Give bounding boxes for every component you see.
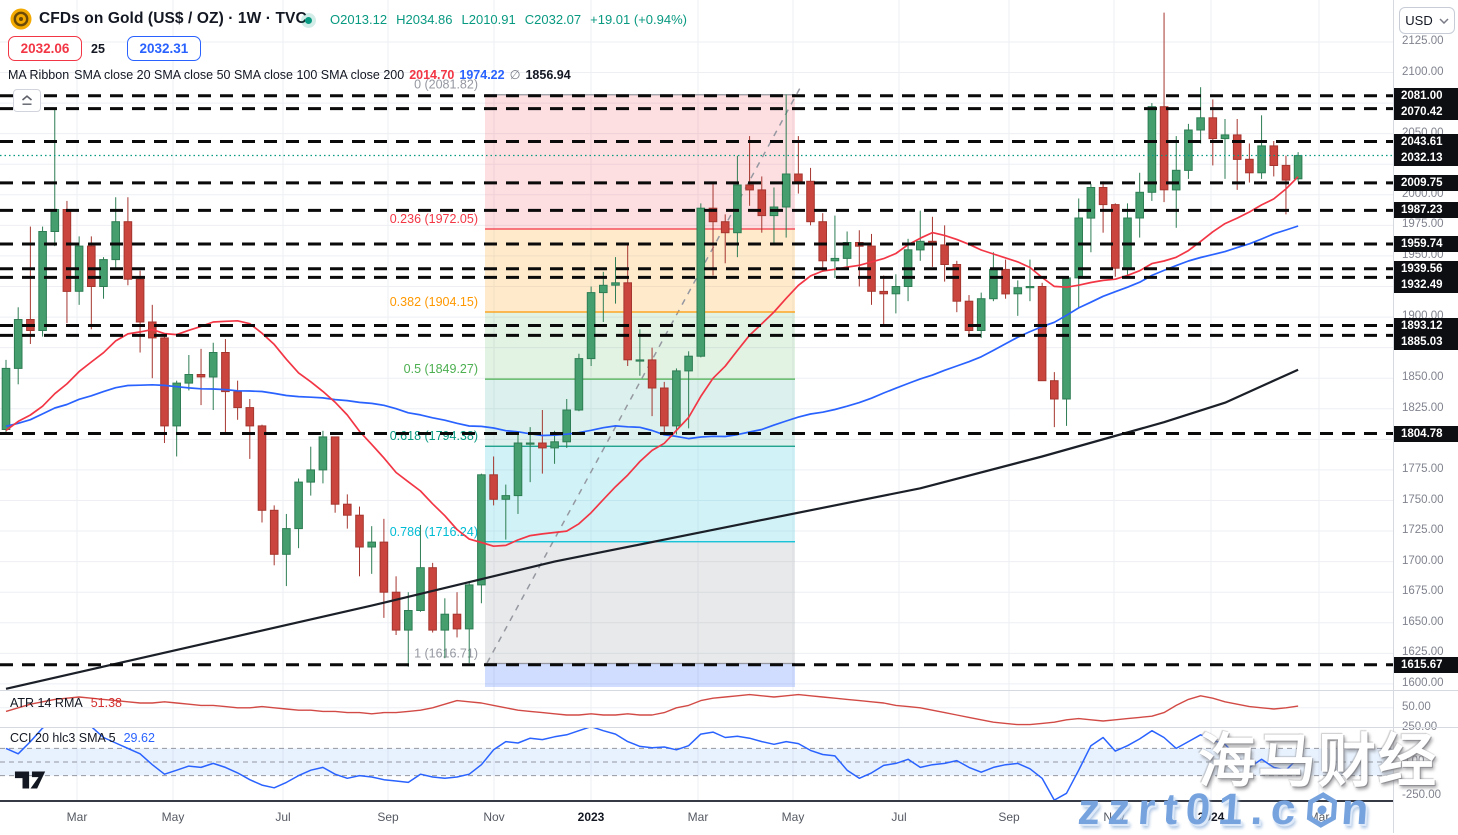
time-axis[interactable]: Mar May Jul Sep Nov 2023 Mar May Jul Sep Nov 2024 Ma… bbox=[0, 800, 1458, 833]
pane-separator-atr[interactable] bbox=[0, 690, 1458, 691]
ma-ribbon-sma200-value: 1856.94 bbox=[525, 68, 571, 82]
price-tick: 1700.00 bbox=[1402, 554, 1444, 567]
time-axis-label[interactable]: Sep bbox=[998, 810, 1020, 824]
time-axis-label[interactable]: 2024 bbox=[1197, 810, 1225, 824]
time-axis-label[interactable]: May bbox=[161, 810, 185, 824]
price-tick: 1650.00 bbox=[1402, 615, 1444, 628]
ohlc-readout: O2013.12 H2034.86 L2010.91 C2032.07 +19.… bbox=[330, 12, 687, 27]
atr-legend[interactable]: ATR 14 RMA 51.38 bbox=[10, 696, 122, 710]
price-level-badge: 1939.56 bbox=[1394, 260, 1458, 277]
cci-legend[interactable]: CCI 20 hlc3 SMA 5 29.62 bbox=[10, 731, 155, 745]
currency-label: USD bbox=[1405, 13, 1433, 28]
price-tick: 1675.00 bbox=[1402, 585, 1444, 598]
price-tick: 2100.00 bbox=[1402, 65, 1444, 78]
time-axis-label[interactable]: Jul bbox=[275, 810, 291, 824]
price-tick: 1825.00 bbox=[1402, 401, 1444, 414]
ma-ribbon-sma20-value: 2014.70 bbox=[409, 68, 455, 82]
ma-ribbon-empty-value: ∅ bbox=[509, 68, 521, 82]
fib-level-label: 0.5 (1849.27) bbox=[404, 362, 478, 376]
price-level-badge: 1987.23 bbox=[1394, 202, 1458, 219]
time-axis-label[interactable]: Mar bbox=[687, 810, 709, 824]
price-scale[interactable]: USD 2125.002100.002075.002050.002025.002… bbox=[1393, 0, 1458, 833]
time-axis-label[interactable]: Mar bbox=[1308, 810, 1330, 824]
ma-ribbon-sma50-value: 1974.22 bbox=[459, 68, 505, 82]
time-axis-label[interactable]: May bbox=[781, 810, 805, 824]
fib-level-label: 1 (1616.71) bbox=[414, 647, 478, 661]
ohlc-close: C2032.07 bbox=[524, 12, 582, 27]
price-tick: 1850.00 bbox=[1402, 371, 1444, 384]
atr-label: ATR 14 RMA bbox=[10, 696, 83, 710]
time-axis-label[interactable]: Nov bbox=[1103, 810, 1125, 824]
price-level-badge: 2043.61 bbox=[1394, 133, 1458, 150]
price-tick: 1975.00 bbox=[1402, 218, 1444, 231]
price-tick: 2125.00 bbox=[1402, 34, 1444, 47]
fib-level-label: 0.236 (1972.05) bbox=[390, 212, 478, 226]
fib-level-label: 0.618 (1794.38) bbox=[390, 429, 478, 443]
gold-coin-icon bbox=[10, 8, 32, 30]
price-tick: 1775.00 bbox=[1402, 462, 1444, 475]
time-axis-label[interactable]: Mar bbox=[66, 810, 88, 824]
chart-canvas[interactable]: 0 (2081.82) 0.236 (1972.05) 0.382 (1904.15… bbox=[0, 0, 1393, 800]
currency-selector[interactable]: USD bbox=[1399, 7, 1455, 34]
time-axis-label[interactable]: Jul bbox=[891, 810, 907, 824]
fib-level-label: 0.786 (1716.24) bbox=[390, 525, 478, 539]
ma-ribbon-name: MA Ribbon bbox=[8, 68, 70, 82]
pane-separator-cci[interactable] bbox=[0, 727, 1458, 728]
ohlc-high: H2034.86 bbox=[396, 12, 453, 27]
price-level-badge: 1932.49 bbox=[1394, 276, 1458, 293]
buy-button[interactable]: 2032.31 bbox=[126, 36, 201, 61]
time-axis-label[interactable]: 2023 bbox=[577, 810, 605, 824]
ma-ribbon-params: SMA close 20 SMA close 50 SMA close 100 … bbox=[74, 68, 405, 82]
time-axis-label[interactable]: Sep bbox=[377, 810, 399, 824]
ma-ribbon-legend[interactable]: MA Ribbon SMA close 20 SMA close 50 SMA … bbox=[8, 67, 571, 82]
atr-scale-tick: 50.00 bbox=[1402, 700, 1431, 713]
symbol-title[interactable]: CFDs on Gold (US$ / OZ) · 1W · TVC bbox=[39, 10, 307, 27]
cci-scale-tick: 250.00 bbox=[1402, 721, 1438, 733]
atr-value: 51.38 bbox=[90, 696, 122, 710]
price-level-badge: 2009.75 bbox=[1394, 174, 1458, 191]
cci-scale-tick: -250.00 bbox=[1402, 789, 1442, 801]
chevron-up-icon bbox=[21, 95, 33, 105]
fib-level-label: 0 (2081.82) bbox=[414, 78, 478, 92]
price-level-badge: 2081.00 bbox=[1394, 87, 1458, 104]
chevron-down-icon bbox=[1439, 17, 1449, 24]
price-tick: 1750.00 bbox=[1402, 493, 1444, 506]
price-level-badge: 1885.03 bbox=[1394, 333, 1458, 350]
price-level-badge: 2032.13 bbox=[1394, 149, 1458, 166]
price-level-badge: 1804.78 bbox=[1394, 425, 1458, 442]
fib-level-label: 0.382 (1904.15) bbox=[390, 295, 478, 309]
price-tick: 1625.00 bbox=[1402, 646, 1444, 659]
ohlc-low: L2010.91 bbox=[461, 12, 516, 27]
price-level-badge: 1893.12 bbox=[1394, 317, 1458, 334]
collapse-legend-button[interactable] bbox=[13, 89, 41, 112]
time-axis-label[interactable]: Nov bbox=[483, 810, 505, 824]
tradingview-logo-icon[interactable] bbox=[14, 770, 48, 790]
price-level-badge: 2070.42 bbox=[1394, 103, 1458, 120]
cci-label: CCI 20 hlc3 SMA 5 bbox=[10, 731, 116, 745]
cci-value: 29.62 bbox=[123, 731, 155, 745]
price-level-badge: 1615.67 bbox=[1394, 656, 1458, 673]
market-status-icon[interactable] bbox=[301, 13, 316, 28]
spread-value: 25 bbox=[91, 41, 105, 56]
price-tick: 1725.00 bbox=[1402, 524, 1444, 537]
ohlc-change: +19.01 (+0.94%) bbox=[590, 12, 687, 27]
cci-scale-tick: 0.00 bbox=[1402, 755, 1425, 767]
price-level-badge: 1959.74 bbox=[1394, 236, 1458, 252]
ohlc-open: O2013.12 bbox=[330, 12, 388, 27]
sell-button[interactable]: 2032.06 bbox=[8, 36, 82, 61]
price-tick: 1600.00 bbox=[1402, 676, 1444, 689]
